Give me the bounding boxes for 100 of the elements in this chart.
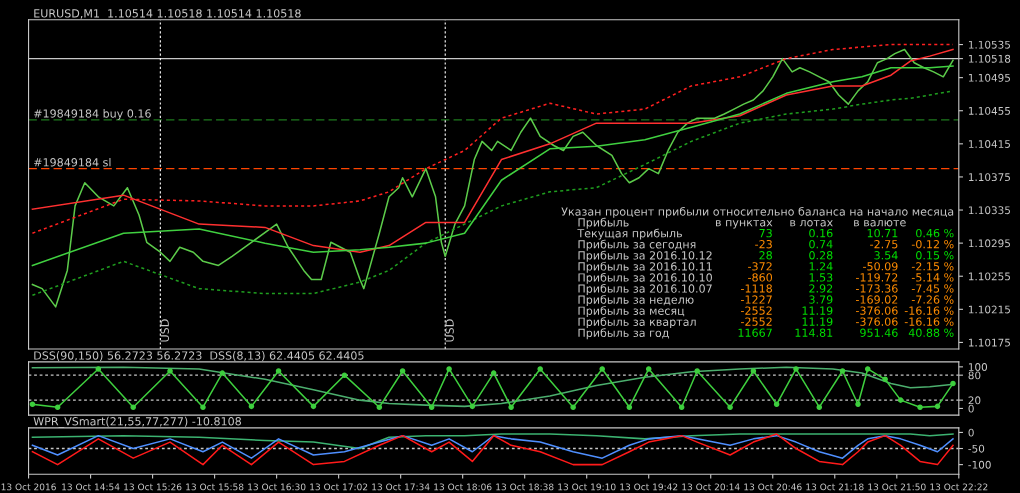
annotation: -376.06 (855, 317, 898, 326)
point (219, 370, 226, 376)
point (793, 366, 799, 372)
annotation: -0.12 % (911, 239, 954, 249)
annotation: -1227 (741, 295, 772, 304)
x-tick-label: 13 Oct 19:42 (620, 483, 678, 491)
ref-line-label: USD (445, 319, 454, 342)
annotation: -5.14 % (911, 273, 954, 282)
point (570, 404, 576, 410)
x-tick-label: 13 Oct 18:06 (434, 483, 492, 491)
point (508, 404, 514, 410)
annotation: 0.16 (809, 228, 833, 238)
point (897, 397, 904, 403)
line-series (31, 48, 954, 308)
point (727, 404, 733, 410)
y-tick-label: 1.10415 (968, 140, 1010, 148)
x-tick-label: 13 Oct 18:38 (496, 483, 554, 491)
point (773, 401, 780, 408)
point (490, 370, 497, 376)
point (341, 372, 348, 378)
annotation: 73 (759, 228, 772, 238)
annotation: 3.79 (809, 295, 833, 304)
point (934, 403, 941, 410)
annotation: Прибыль (578, 217, 629, 229)
annotation: 0.15 % (916, 251, 954, 260)
annotation: Прибыль за сегодня (578, 239, 696, 251)
y-tick-label: 0 (968, 404, 974, 413)
annotation: Прибыль за год (578, 328, 669, 340)
x-tick-label: 13 Oct 14:54 (62, 483, 120, 491)
annotation: -169.02 (855, 295, 898, 304)
y-tick-label: -50 (968, 444, 985, 453)
point (950, 380, 956, 387)
annotation: -372 (748, 262, 772, 271)
point (678, 404, 685, 410)
point (537, 366, 543, 372)
annotation: в пунктах (716, 220, 773, 229)
annotation: Указан процент прибыли относительно баланса на начало месяца (561, 206, 954, 218)
point (694, 368, 700, 374)
point (599, 366, 605, 372)
annotation: 0.28 (809, 251, 833, 260)
annotation: 0.74 (809, 239, 833, 249)
y-tick-label: 1.10215 (968, 305, 1010, 314)
annotation: 3.54 (874, 251, 898, 260)
annotation: Прибыль за месяц (578, 306, 685, 318)
y-tick-label: 0 (968, 428, 974, 437)
annotation: -173.36 (855, 284, 898, 293)
annotation: Прибыль за 2016.10.07 (578, 283, 712, 295)
annotation: -16.16 % (904, 306, 954, 315)
point (29, 401, 36, 408)
annotation: -860 (748, 273, 773, 282)
annotation: Текущая прибыль (577, 228, 682, 240)
annotation: 2.92 (809, 284, 833, 293)
point (882, 376, 888, 383)
ref-line-label: USD (160, 319, 169, 342)
annotation: 11.19 (802, 317, 833, 326)
annotation: Прибыль за 2016.10.11 (578, 261, 712, 273)
y-tick-label: 1.10295 (968, 239, 1010, 248)
annotation: -1118 (741, 284, 772, 293)
annotation: -376.06 (855, 306, 898, 315)
x-tick-label: 13 Oct 17:34 (372, 483, 430, 491)
chart-title: WPR_VSmart(21,55,77,277) -10.8108 (33, 416, 241, 428)
annotation: в лотах (790, 220, 833, 227)
y-tick-label: 1.10518 (968, 54, 1011, 63)
annotation: 1.24 (809, 262, 833, 271)
y-tick-label: 1.10335 (968, 206, 1010, 215)
point (428, 404, 435, 410)
point (130, 404, 136, 410)
point (248, 403, 255, 410)
y-tick-label: 100 (968, 363, 988, 371)
annotation: в валюте (854, 220, 906, 227)
point (200, 404, 206, 410)
annotation: -7.45 % (911, 284, 954, 293)
point (399, 368, 406, 374)
point (839, 368, 846, 374)
annotation: 1.53 (809, 273, 833, 282)
annotation: Прибыль за неделю (578, 295, 694, 306)
annotation: Прибыль за 2016.10.10 (578, 272, 712, 284)
y-tick-label: 1.10175 (968, 338, 1010, 347)
annotation: -2.15 % (911, 262, 954, 271)
annotation: -7.26 % (911, 295, 954, 304)
annotation: 0.46 % (916, 228, 954, 238)
line-series (31, 433, 954, 466)
point (310, 403, 317, 410)
point (446, 366, 452, 372)
point (54, 404, 61, 410)
chart-title: EURUSD,M1 1.10514 1.10518 1.10514 1.10518 (34, 9, 301, 19)
annotation: 28 (759, 251, 772, 260)
annotation: 114.81 (795, 328, 833, 337)
y-tick-label: 1.10375 (968, 173, 1010, 182)
annotation: -119.72 (855, 273, 898, 282)
point (917, 404, 923, 410)
y-tick-label: 1.10255 (968, 272, 1010, 281)
annotation: 11.19 (802, 306, 833, 315)
annotation: -2552 (741, 306, 772, 315)
x-tick-label: 13 Oct 15:26 (124, 483, 182, 491)
point (645, 366, 652, 372)
x-tick-label: 13 Oct 20:46 (744, 483, 802, 491)
annotation: -23 (755, 239, 772, 249)
annotation: 10.71 (867, 228, 898, 238)
y-tick-label: 1.10495 (968, 73, 1010, 82)
